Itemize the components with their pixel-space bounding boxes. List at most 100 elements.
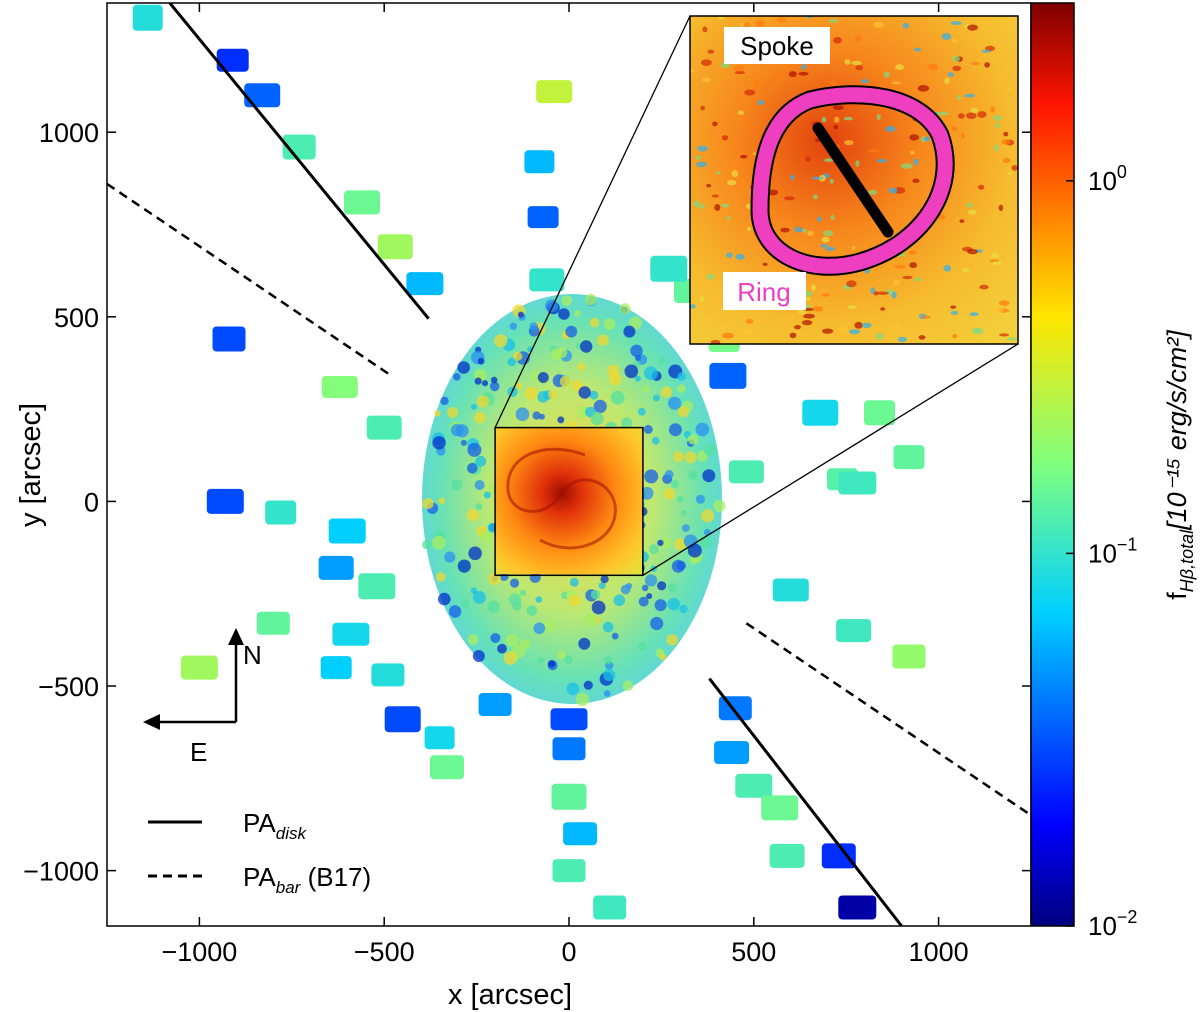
speckle — [509, 578, 520, 588]
inset-speckle — [854, 34, 863, 42]
core-spiral — [506, 447, 617, 550]
inset-speckle — [951, 38, 958, 43]
east-arrow-icon — [143, 714, 160, 730]
speckle — [444, 551, 456, 563]
speckle — [550, 348, 563, 360]
speckle — [593, 399, 607, 413]
inset-speckle — [1007, 171, 1014, 175]
speckle — [467, 462, 478, 474]
speckle — [477, 395, 490, 408]
inset-speckle — [1003, 131, 1009, 137]
pointing-24 — [478, 693, 512, 716]
speckle — [468, 546, 482, 561]
pointing-23 — [430, 755, 464, 780]
spoke-marker — [812, 122, 894, 238]
speckle — [663, 488, 676, 500]
speckle — [576, 405, 589, 419]
speckle — [450, 423, 464, 437]
inset-speckle — [804, 290, 813, 297]
speckle — [583, 680, 593, 690]
compass-north-label: N — [243, 640, 262, 670]
speckle — [438, 592, 451, 606]
inset-speckle — [917, 85, 930, 92]
inset-speckle — [876, 159, 888, 163]
colorbar-label: fHβ,total[10⁻¹⁵ erg/s/cm²] — [1162, 329, 1197, 600]
inset-speckle — [690, 68, 695, 73]
speckle — [667, 583, 677, 593]
inset-speckle — [952, 65, 961, 72]
inset-speckle — [999, 333, 1010, 337]
speckle — [561, 295, 573, 306]
speckle — [668, 396, 682, 410]
speckle — [603, 318, 616, 330]
speckle — [505, 633, 519, 647]
pointing-53 — [527, 206, 559, 229]
inset-speckle — [711, 194, 720, 198]
inset-speckle — [833, 37, 842, 44]
pointing-42 — [864, 400, 895, 426]
speckle — [611, 632, 619, 640]
speckle — [432, 535, 446, 550]
pointing-33 — [735, 773, 773, 798]
inset-speckle — [757, 99, 765, 106]
pointing-28 — [563, 822, 598, 846]
speckle — [503, 651, 518, 665]
inset-speckle — [714, 204, 721, 211]
inset-speckle — [743, 328, 753, 335]
speckle — [470, 587, 478, 594]
inset-speckle — [794, 226, 803, 233]
inset-speckle — [698, 204, 706, 209]
inset-speckle — [990, 106, 996, 113]
inset-speckle — [731, 170, 739, 178]
pointing-9 — [321, 376, 358, 398]
inset-speckle — [832, 105, 844, 110]
inset-speckle — [993, 115, 1002, 121]
inset-speckle — [805, 156, 811, 162]
inset-speckle — [825, 246, 836, 251]
pointing-35 — [769, 843, 805, 868]
inset-speckle — [712, 121, 718, 127]
inset-speckle — [875, 332, 884, 340]
speckle — [695, 494, 706, 504]
pa-disk-line-north — [168, 3, 430, 320]
inset-speckle — [690, 304, 696, 309]
x-tick-label: −500 — [354, 937, 415, 967]
inset-speckle — [861, 322, 872, 328]
speckle — [695, 422, 710, 437]
pointing-3 — [244, 83, 281, 108]
ring-label-box — [723, 272, 806, 310]
inset-speckle — [700, 105, 705, 111]
speckle — [545, 299, 558, 313]
inset-speckle — [902, 22, 909, 29]
inset-speckle — [967, 209, 977, 215]
speckle — [667, 597, 680, 611]
pointing-34 — [761, 795, 799, 821]
inset-speckle — [855, 65, 863, 71]
inset-speckle — [833, 124, 839, 130]
speckle — [453, 373, 461, 381]
pointing-41 — [802, 399, 839, 426]
inset-speckle — [848, 329, 861, 335]
inset-speckle — [998, 204, 1004, 211]
inset-speckle — [828, 19, 839, 23]
speckle — [661, 537, 672, 549]
inset-speckle — [789, 332, 797, 339]
speckle — [481, 380, 489, 387]
speckle — [713, 499, 726, 513]
speckle — [674, 538, 687, 551]
inset-speckle — [735, 253, 745, 260]
speckle — [483, 491, 491, 499]
inset-speckle — [715, 171, 721, 175]
inset-speckle — [894, 264, 906, 269]
inset-speckle — [737, 110, 744, 115]
inset-speckle — [726, 252, 733, 258]
inset-speckle — [895, 64, 904, 71]
inset-speckle — [977, 111, 987, 118]
speckle — [537, 372, 549, 383]
inset-speckle — [950, 310, 959, 315]
inset-speckle — [900, 163, 913, 169]
pointing-16 — [256, 611, 290, 635]
spoke-label-box — [724, 27, 830, 64]
speckle — [571, 380, 583, 392]
inset-speckle — [695, 161, 708, 168]
